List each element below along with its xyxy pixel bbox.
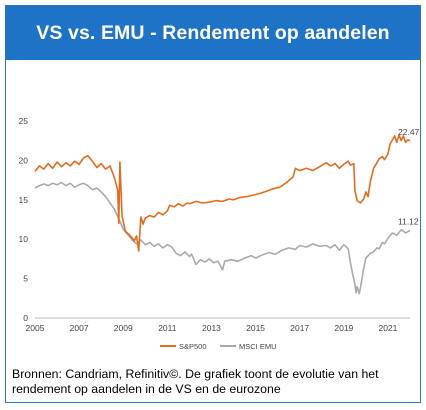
- x-tick-label: 2009: [114, 323, 133, 333]
- x-tick-label: 2013: [202, 323, 221, 333]
- legend-label-msci_emu: MSCI EMU: [239, 342, 277, 351]
- legend: S&P500 MSCI EMU: [160, 342, 277, 351]
- x-tick-label: 2015: [246, 323, 265, 333]
- end-labels: 22.47 11.12: [398, 127, 420, 226]
- series-line-sp500: [34, 134, 411, 252]
- chart-title: VS vs. EMU - Rendement op aandelen: [6, 6, 420, 60]
- source-note: Bronnen: Candriam, Refinitiv©. De grafie…: [12, 367, 416, 397]
- x-tick-label: 2005: [26, 323, 45, 333]
- y-tick-label: 0: [23, 313, 28, 323]
- series-layer: [34, 134, 411, 295]
- source-line-1: Bronnen: Candriam, Refinitiv©. De grafie…: [12, 367, 379, 381]
- legend-label-sp500: S&P500: [179, 342, 207, 351]
- series-line-msci_emu: [34, 181, 411, 295]
- x-tick-label: 2011: [158, 323, 177, 333]
- source-line-2: rendement op aandelen in de VS en de eur…: [12, 382, 281, 396]
- y-tick-label: 15: [19, 195, 29, 205]
- x-axis-tick-labels: 2005 2007 2009 2011 2013 2015 2017 2019 2021: [26, 323, 398, 333]
- end-label-sp500: 22.47: [398, 127, 420, 137]
- y-tick-label: 5: [23, 274, 28, 284]
- x-tick-label: 2019: [334, 323, 353, 333]
- y-axis-tick-labels: 0 5 10 15 20 25: [19, 116, 29, 323]
- x-tick-label: 2017: [290, 323, 309, 333]
- x-tick-label: 2007: [70, 323, 89, 333]
- x-tick-label: 2021: [378, 323, 397, 333]
- chart-card: VS vs. EMU - Rendement op aandelen 0 5 10 1…: [5, 5, 421, 403]
- y-tick-label: 20: [19, 155, 29, 165]
- end-label-msci_emu: 11.12: [398, 216, 419, 226]
- y-tick-label: 10: [19, 234, 29, 244]
- y-tick-label: 25: [19, 116, 29, 126]
